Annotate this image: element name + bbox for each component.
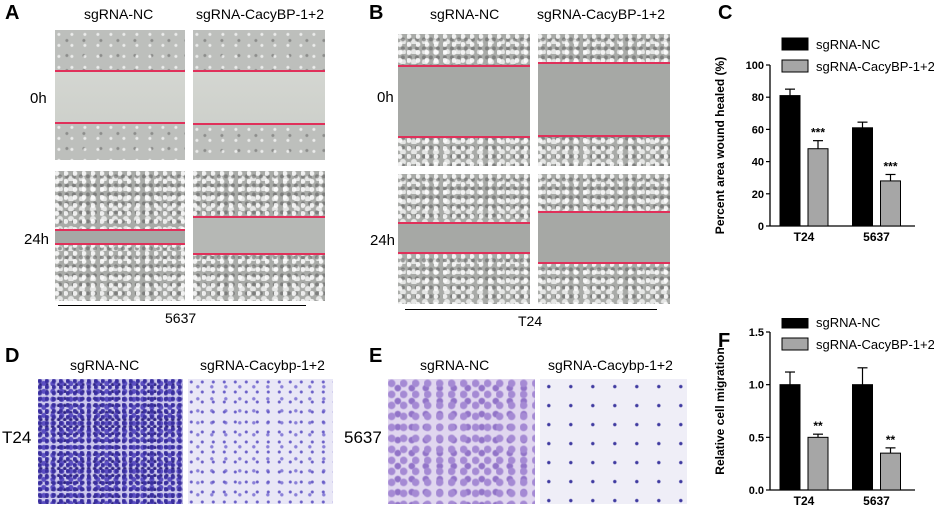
x-tick-label-0: T24 xyxy=(794,494,815,508)
panel-e-col-ko: sgRNA-Cacybp-1+2 xyxy=(548,357,673,373)
bar-5637-0 xyxy=(852,127,873,227)
panel-d-col-ko: sgRNA-Cacybp-1+2 xyxy=(200,357,325,373)
legend-swatch-1 xyxy=(781,337,809,351)
panel-b-col-ko: sgRNA-CacyBP-1+2 xyxy=(537,6,665,22)
legend-swatch-0 xyxy=(781,318,809,329)
panel-b-row-0h: 0h xyxy=(377,89,394,106)
panel-label-e: E xyxy=(369,345,383,367)
transwell-image-e-nc xyxy=(388,379,535,504)
panel-d-col-nc: sgRNA-NC xyxy=(70,357,140,373)
bar-5637-1 xyxy=(880,452,901,491)
wound-image-a-ko-24h xyxy=(193,171,325,301)
y-tick-label-4: 80 xyxy=(752,92,764,104)
wound-image-a-nc-24h xyxy=(55,171,185,301)
y-axis-label: Percent area wound healed (%) xyxy=(713,57,727,234)
legend-label-0: sgRNA-NC xyxy=(816,318,880,330)
y-tick-label-3: 1.5 xyxy=(749,327,764,339)
panel-a-row-24h: 24h xyxy=(24,231,50,248)
bar-5637-0 xyxy=(852,384,873,491)
significance-5637-1: ** xyxy=(886,433,896,447)
y-tick-label-5: 100 xyxy=(746,60,764,72)
bar-5637-1 xyxy=(880,180,901,227)
panel-d-row-label: T24 xyxy=(2,428,32,447)
panel-b-cellline: T24 xyxy=(518,313,543,329)
y-tick-label-2: 1.0 xyxy=(749,380,764,392)
panel-a-cellline: 5637 xyxy=(165,310,197,326)
wound-image-b-ko-0h xyxy=(538,34,670,166)
wound-image-a-ko-0h xyxy=(193,30,325,160)
wound-image-a-nc-0h xyxy=(55,30,185,160)
y-tick-label-0: 0 xyxy=(758,221,764,233)
panel-a-row-0h: 0h xyxy=(30,90,47,107)
panel-label-d: D xyxy=(5,345,20,367)
panel-a-col-ko: sgRNA-CacyBP-1+2 xyxy=(196,6,324,22)
wound-image-b-ko-24h xyxy=(538,174,670,304)
legend-label-1: sgRNA-CacyBP-1+2 xyxy=(816,337,934,352)
x-tick-label-0: T24 xyxy=(794,230,815,244)
panel-label-b: B xyxy=(369,2,384,24)
legend-label-0: sgRNA-NC xyxy=(816,37,880,52)
legend-swatch-1 xyxy=(781,59,809,73)
chart-c: sgRNA-NC sgRNA-CacyBP-1+2 0 20 40 60 80 100 Perc… xyxy=(713,37,934,244)
significance-T24-1: ** xyxy=(813,419,823,433)
y-tick-label-3: 60 xyxy=(752,124,764,136)
transwell-image-d-ko xyxy=(188,379,333,504)
y-tick-label-1: 20 xyxy=(752,189,764,201)
bar-T24-0 xyxy=(779,95,801,227)
chart-f: sgRNA-NC sgRNA-CacyBP-1+2 0.0 0.5 1.0 1.5 Rela… xyxy=(713,318,934,508)
panel-b-cellline-bar xyxy=(405,309,657,310)
x-tick-label-1: 5637 xyxy=(863,494,890,508)
panel-e-row-label: 5637 xyxy=(344,428,382,447)
y-tick-label-1: 0.5 xyxy=(749,432,764,444)
panel-a-col-nc: sgRNA-NC xyxy=(84,6,154,22)
significance-T24-1: *** xyxy=(811,126,825,140)
y-tick-label-2: 40 xyxy=(752,157,764,169)
panel-a-cellline-bar xyxy=(58,305,306,306)
y-tick-label-0: 0.0 xyxy=(749,485,764,497)
panel-e-col-nc: sgRNA-NC xyxy=(420,357,490,373)
panel-b-row-24h: 24h xyxy=(370,232,396,249)
bar-T24-1 xyxy=(807,436,829,491)
panel-b-col-nc: sgRNA-NC xyxy=(430,6,500,22)
transwell-image-d-nc xyxy=(38,379,183,504)
wound-image-b-nc-24h xyxy=(398,174,530,304)
bar-T24-0 xyxy=(779,384,801,491)
wound-image-b-nc-0h xyxy=(398,34,530,166)
transwell-image-e-ko xyxy=(540,379,687,504)
legend-label-1: sgRNA-CacyBP-1+2 xyxy=(816,59,934,74)
significance-5637-1: *** xyxy=(883,159,897,173)
legend-swatch-0 xyxy=(781,37,809,51)
panel-label-a: A xyxy=(5,2,20,24)
x-tick-label-1: 5637 xyxy=(863,230,890,244)
panel-label-f: F xyxy=(718,330,731,352)
bar-T24-1 xyxy=(807,148,829,227)
panel-label-c: C xyxy=(718,2,733,24)
y-axis-label: Relative cell migration xyxy=(713,347,727,474)
